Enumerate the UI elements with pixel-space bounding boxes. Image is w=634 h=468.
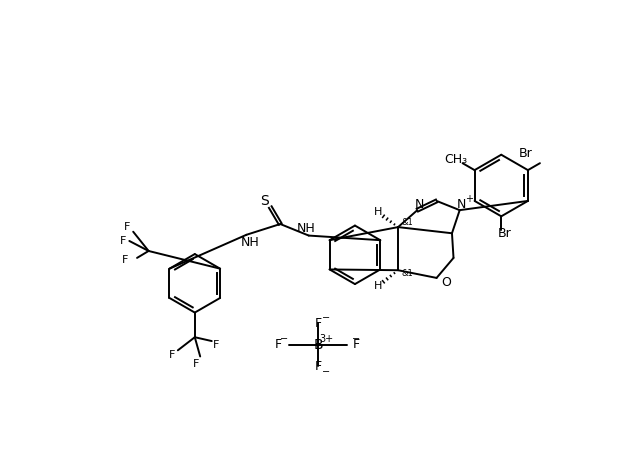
Text: H: H [374,281,382,292]
Text: &1: &1 [401,269,413,278]
Text: N: N [415,198,424,211]
Text: B: B [313,338,323,352]
Text: 3+: 3+ [320,334,333,344]
Text: CH₃: CH₃ [444,153,467,166]
Text: Br: Br [498,227,512,240]
Text: F: F [193,359,200,369]
Text: F: F [120,236,126,246]
Text: F: F [275,338,281,351]
Text: F: F [122,255,128,265]
Text: −: − [323,367,330,377]
Text: F: F [353,338,360,351]
Text: Br: Br [519,146,533,160]
Text: S: S [261,194,269,208]
Text: F: F [314,360,321,373]
Text: F: F [124,222,130,232]
Text: O: O [441,276,451,289]
Text: +: + [465,194,473,205]
Text: H: H [374,207,382,217]
Text: F: F [314,317,321,330]
Text: F: F [169,350,175,360]
Text: &1: &1 [401,218,413,227]
Text: F: F [212,340,219,350]
Text: −: − [280,334,288,344]
Text: −: − [353,334,361,344]
Text: N: N [456,198,466,211]
Text: NH: NH [297,222,316,235]
Text: NH: NH [241,236,259,249]
Text: −: − [323,313,330,323]
